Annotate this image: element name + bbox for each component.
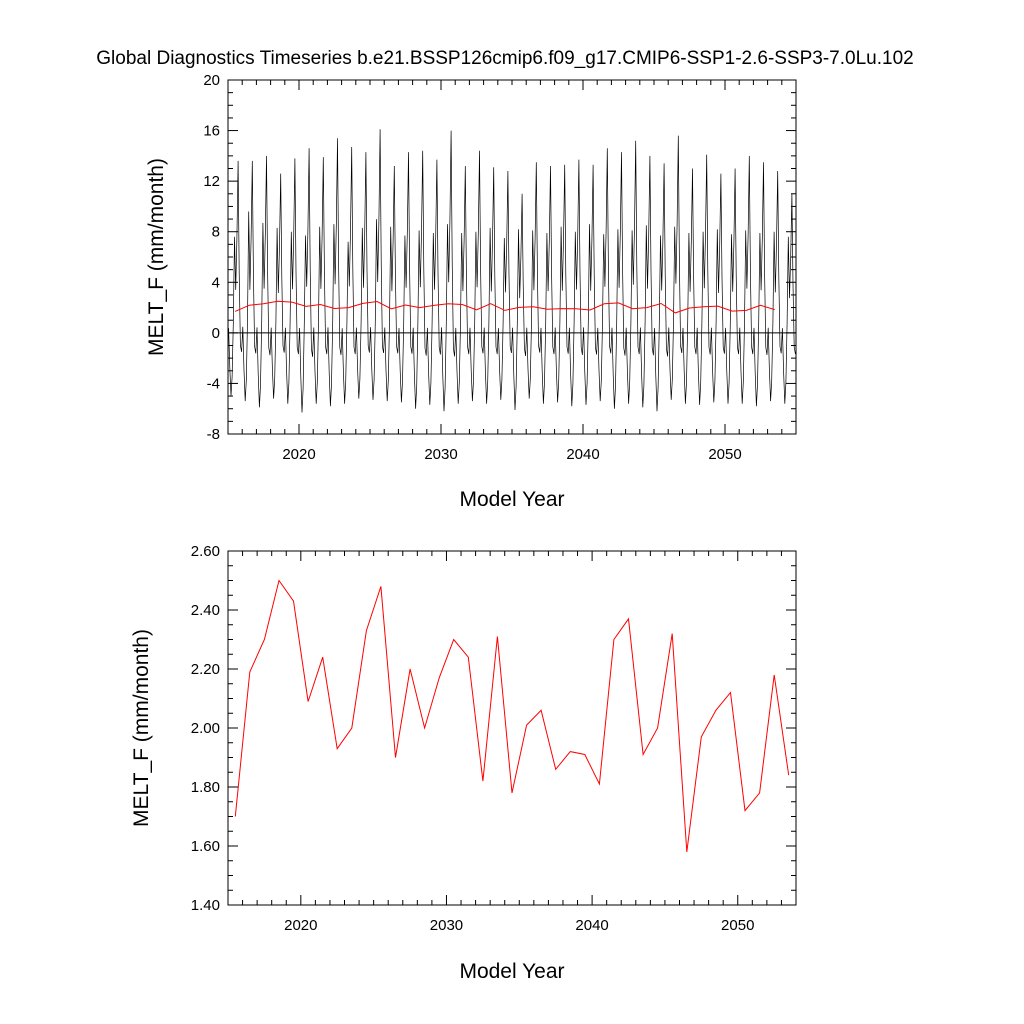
x-tick-label: 2020 [282, 446, 315, 463]
monthly-series-line [228, 129, 796, 413]
bottom-y-axis-title: MELT_F (mm/month) [130, 629, 153, 827]
top-panel: 2020 2030 2040 2050 -8 -4 0 4 8 12 16 20 MELT_F (mm… [145, 72, 797, 511]
y-tick-label: -4 [207, 375, 220, 392]
y-tick-label: 8 [212, 224, 220, 241]
bottom-x-axis-title: Model Year [459, 960, 564, 983]
x-tick-label: 2030 [424, 446, 457, 463]
y-tick-label: 2.00 [191, 720, 220, 737]
y-tick-label: 2.60 [191, 543, 220, 560]
top-series-group [228, 129, 796, 413]
y-tick-label: 20 [203, 72, 220, 89]
x-tick-label: 2040 [575, 917, 608, 934]
y-tick-label: 1.80 [191, 779, 220, 796]
y-tick-label: 1.40 [191, 897, 220, 914]
x-tick-label: 2020 [284, 917, 317, 934]
top-ticks-group: 2020 2030 2040 2050 -8 -4 0 4 8 12 16 20 [203, 72, 797, 463]
top-y-axis-title: MELT_F (mm/month) [145, 158, 168, 356]
x-tick-label: 2030 [430, 917, 463, 934]
y-tick-label: 1.60 [191, 838, 220, 855]
x-tick-label: 2050 [708, 446, 741, 463]
x-tick-label: 2050 [721, 917, 754, 934]
y-tick-label: 12 [203, 173, 220, 190]
y-tick-label: -8 [207, 426, 220, 443]
annual-mean-line-top [234, 300, 775, 314]
bottom-ticks-group: 2020 2030 2040 2050 1.40 1.60 1.80 2.00 2.20 2.40… [191, 543, 797, 934]
annual-mean-line-bottom [234, 579, 790, 852]
y-tick-label: 16 [203, 123, 220, 140]
y-tick-label: 0 [212, 325, 220, 342]
y-tick-label: 4 [212, 274, 220, 291]
y-tick-label: 2.40 [191, 602, 220, 619]
y-tick-label: 2.20 [191, 661, 220, 678]
top-x-axis-title: Model Year [459, 488, 564, 511]
x-tick-label: 2040 [566, 446, 599, 463]
bottom-panel: 2020 2030 2040 2050 1.40 1.60 1.80 2.00 2.20 2.40… [130, 543, 797, 983]
bottom-series-group [234, 579, 790, 852]
figure-title: Global Diagnostics Timeseries b.e21.BSSP… [96, 48, 913, 69]
